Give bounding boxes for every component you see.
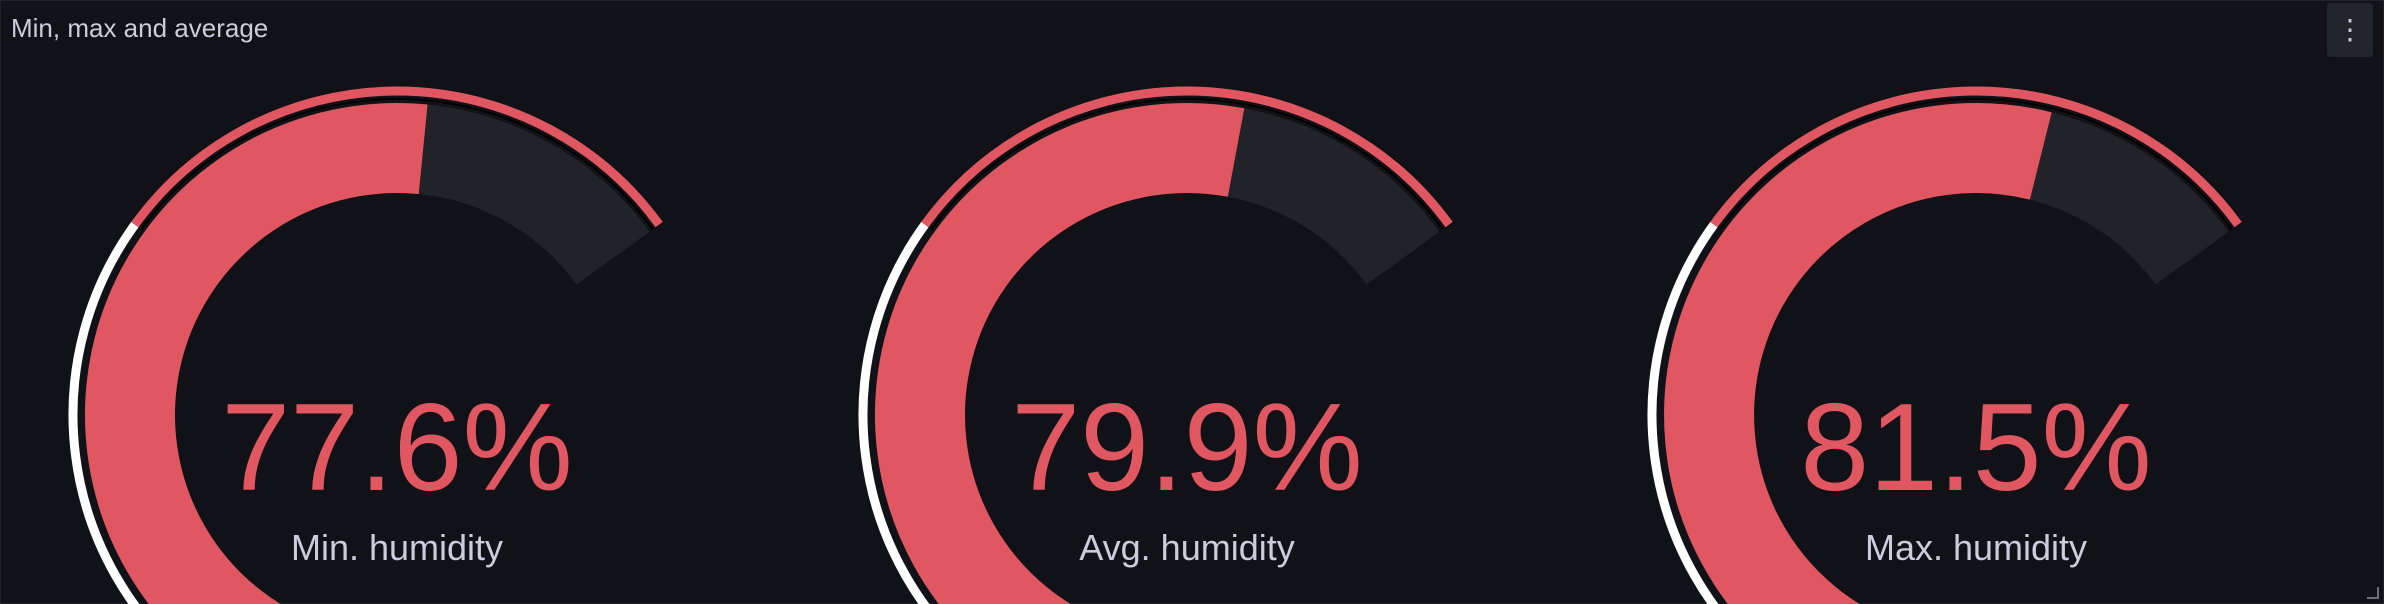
gauge-label: Avg. humidity <box>1079 527 1294 568</box>
vertical-ellipsis-icon: ⋮ <box>2336 14 2364 45</box>
gauge-threshold-high <box>921 86 1453 228</box>
gauge-value-arc <box>875 103 1245 604</box>
gauge-threshold-mid <box>1647 221 1719 604</box>
gauge-threshold-high <box>131 86 663 228</box>
gauge-value-arc <box>1664 103 2052 604</box>
gauge-threshold-edge <box>140 98 654 230</box>
gauge-value-arc <box>85 103 428 604</box>
gauge-value-text: 79.9% <box>1011 379 1363 517</box>
panel-title: Min, max and average <box>11 13 269 43</box>
gauge-threshold-edge <box>930 98 1444 230</box>
gauge-threshold-edge <box>1719 98 2233 230</box>
gauge-value-text: 77.6% <box>221 379 573 517</box>
gauge-threshold-mid <box>68 221 140 604</box>
gauge-threshold-mid <box>858 221 930 604</box>
panel-menu-button[interactable]: ⋮ <box>2327 3 2373 57</box>
resize-handle[interactable] <box>2367 587 2379 599</box>
gauge-label: Max. humidity <box>1865 527 2087 568</box>
gauge-threshold-high <box>1710 86 2242 228</box>
gauge-value-text: 81.5% <box>1800 379 2152 517</box>
gauge-label: Min. humidity <box>291 527 503 568</box>
